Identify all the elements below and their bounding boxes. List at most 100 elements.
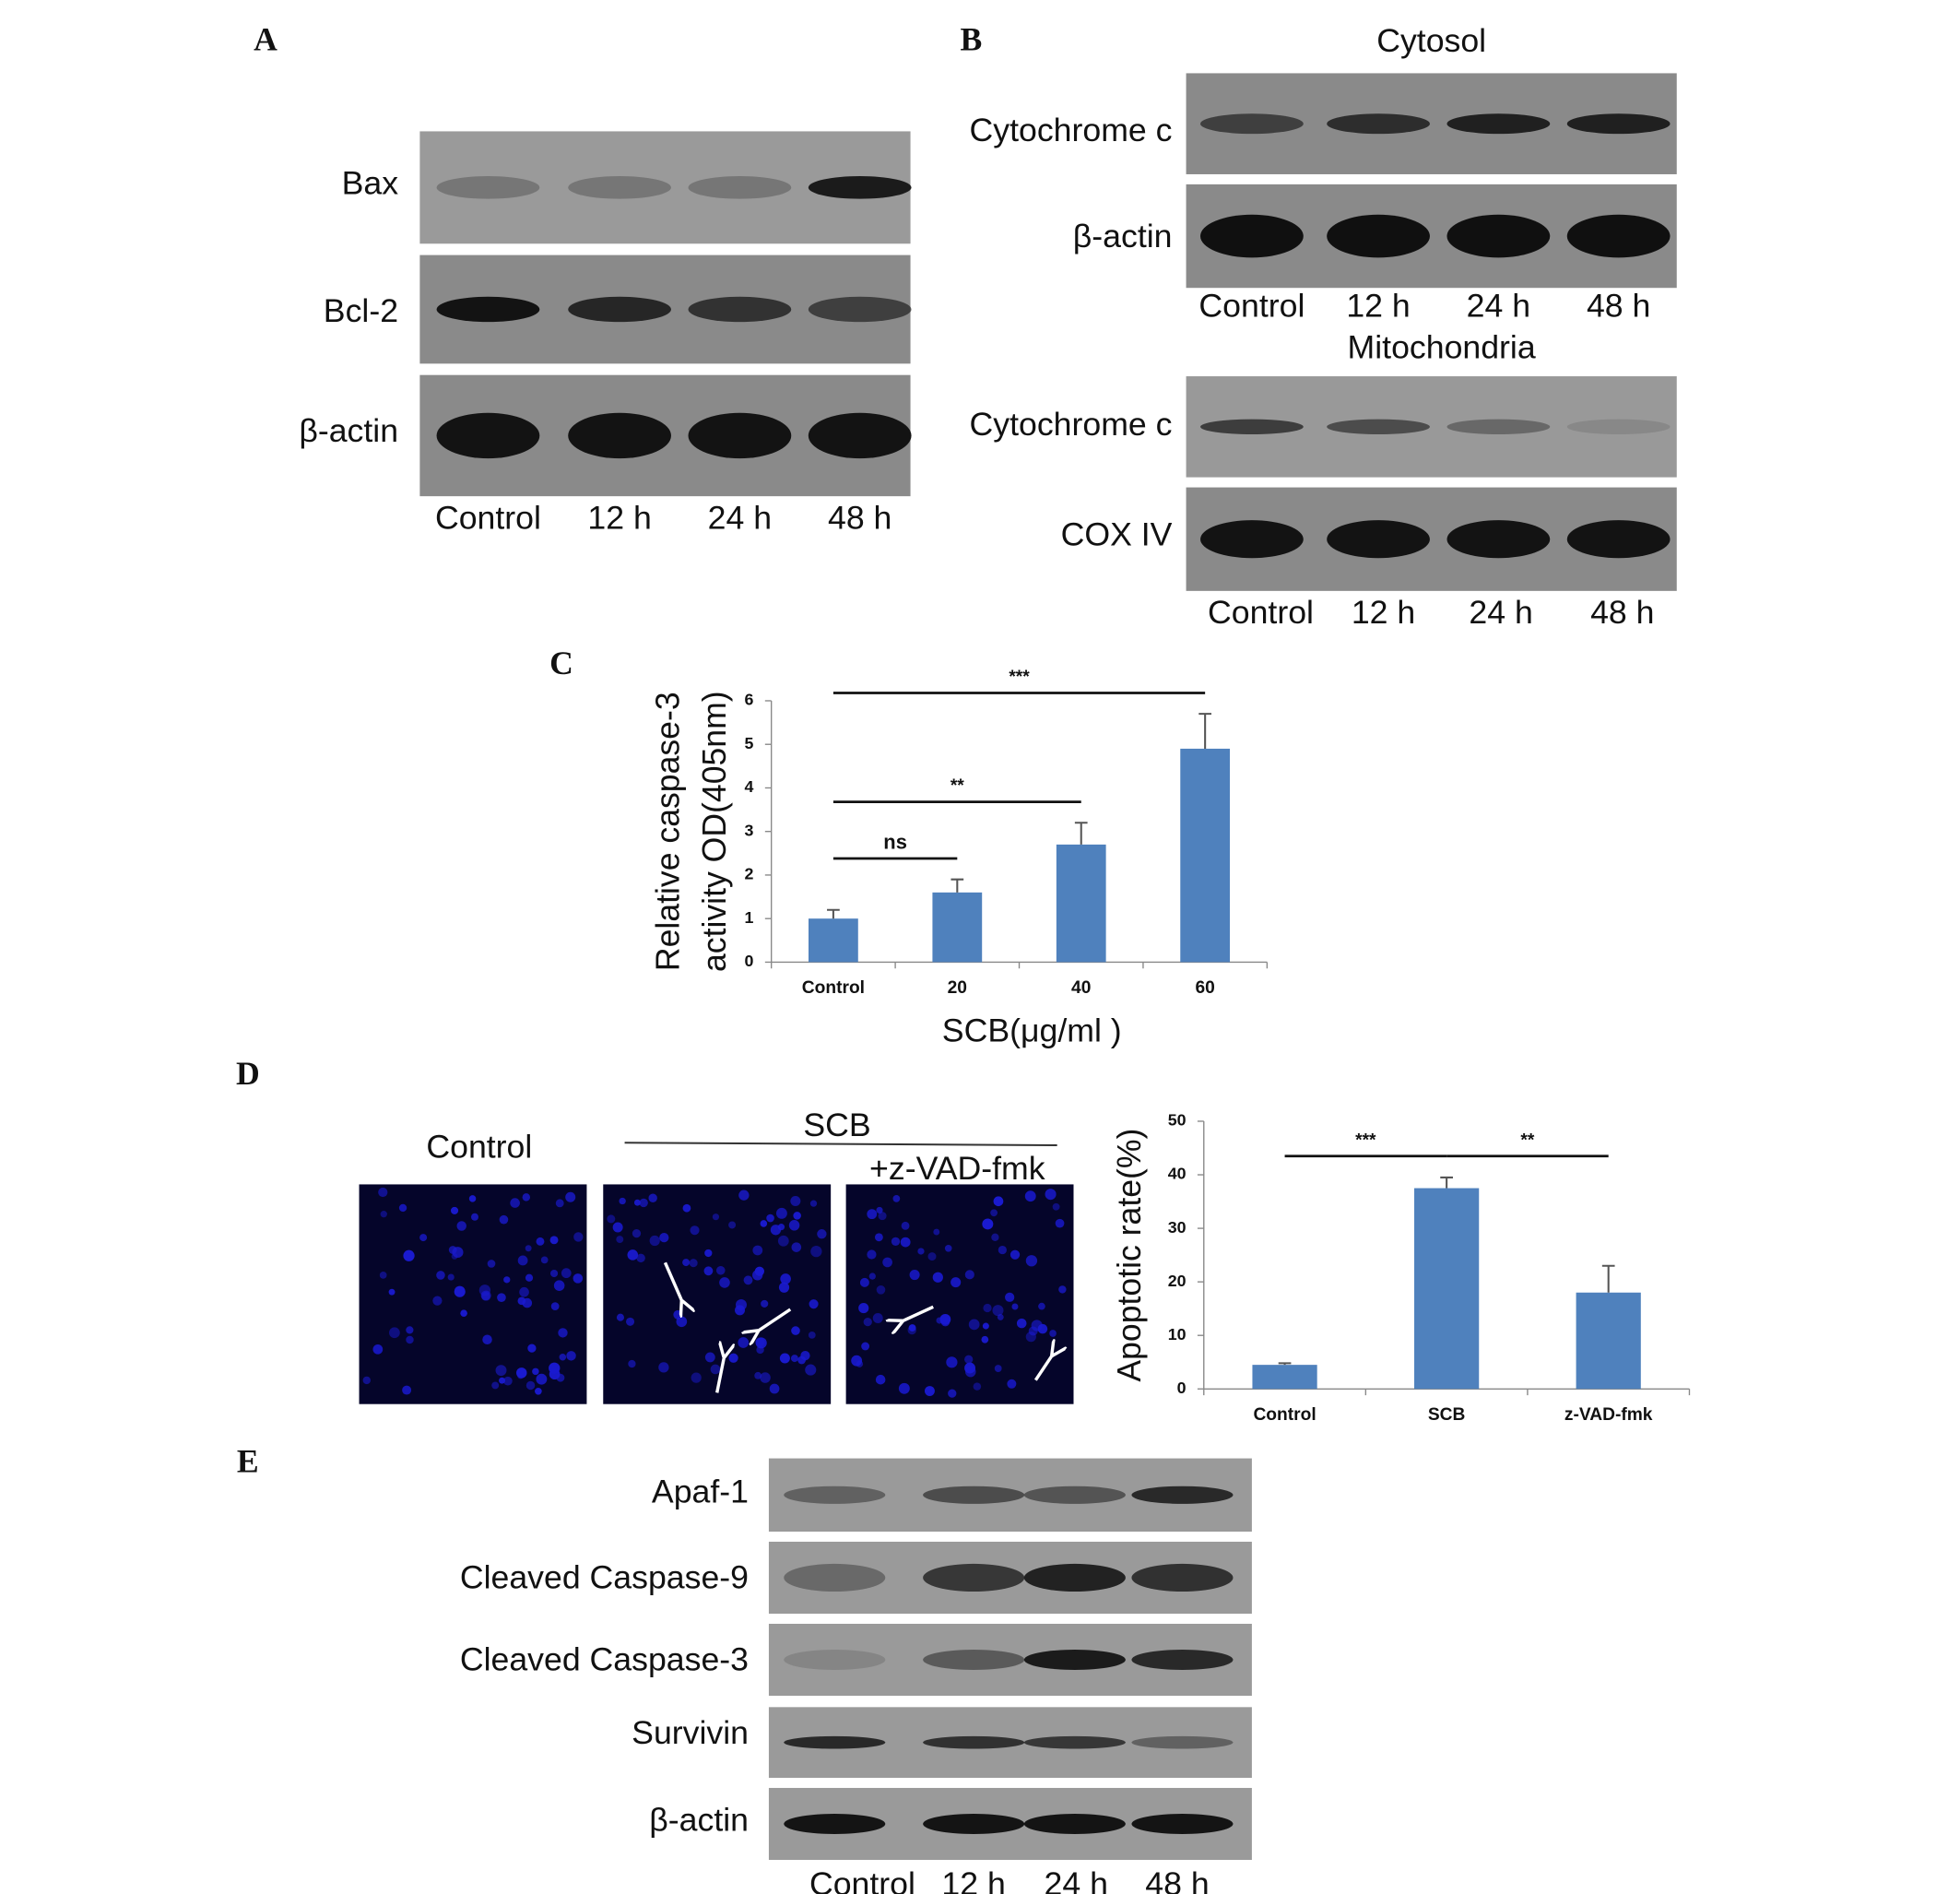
error-bar [827, 908, 840, 919]
nucleus [859, 1277, 869, 1287]
nucleus [898, 1382, 910, 1394]
nucleus [878, 1212, 887, 1221]
lane-label: 48 h [1145, 1865, 1209, 1894]
nucleus [1025, 1255, 1038, 1267]
arrow [901, 1305, 934, 1321]
nucleus [704, 1249, 713, 1258]
error-bar [1074, 822, 1088, 845]
band [1566, 113, 1671, 135]
nucleus [515, 1367, 527, 1379]
nucleus [1052, 1202, 1060, 1211]
nucleus [946, 1356, 958, 1368]
band [1327, 520, 1430, 559]
row-label: Apaf-1 [652, 1473, 749, 1509]
band [1131, 1814, 1234, 1834]
nucleus [760, 1220, 768, 1227]
nucleus [403, 1249, 415, 1261]
nucleus [752, 1245, 763, 1256]
nucleus [1055, 1218, 1065, 1228]
nucleus [810, 1245, 822, 1258]
nucleus [454, 1285, 466, 1297]
band [784, 1563, 886, 1592]
band [1023, 1650, 1126, 1670]
nucleus [525, 1380, 536, 1391]
row-label: Cleaved Caspase-3 [460, 1640, 749, 1677]
band [436, 176, 540, 199]
nucleus [632, 1229, 642, 1238]
arrow [663, 1261, 682, 1303]
nucleus [735, 1305, 746, 1316]
nucleus [998, 1245, 1007, 1255]
panel-letter: B [961, 21, 983, 58]
row-label: Survivin [632, 1714, 749, 1751]
nucleus [808, 1331, 816, 1339]
row-label: Cleaved Caspase-9 [460, 1558, 749, 1595]
nucleus [682, 1259, 691, 1267]
band [1327, 113, 1430, 135]
band [808, 176, 912, 199]
error-bar [1601, 1264, 1615, 1293]
nucleus [616, 1313, 624, 1321]
nucleus [1045, 1189, 1057, 1201]
band [1023, 1563, 1126, 1592]
nucleus [607, 1214, 616, 1224]
nucleus [468, 1195, 477, 1202]
nucleus [939, 1313, 951, 1325]
band [568, 412, 671, 459]
nucleus [536, 1237, 545, 1246]
band [923, 1650, 1025, 1670]
band [923, 1814, 1025, 1834]
nucleus [924, 1386, 935, 1396]
nucleus [558, 1328, 568, 1338]
nucleus [712, 1213, 720, 1221]
lane-label: 24 h [1467, 288, 1530, 325]
nucleus [908, 1324, 916, 1332]
y-tick-label: 30 [1168, 1218, 1187, 1237]
band [1200, 214, 1304, 258]
nucleus [525, 1273, 534, 1282]
nucleus [791, 1242, 802, 1252]
y-tick-label: 6 [745, 691, 754, 709]
band [436, 412, 540, 459]
lane-label: 48 h [1590, 594, 1654, 631]
significance-label: *** [1355, 1130, 1376, 1150]
bar [1414, 1188, 1480, 1390]
band [688, 412, 792, 459]
nucleus [936, 1317, 943, 1324]
y-tick-label: 4 [745, 777, 754, 796]
nucleus [876, 1206, 883, 1214]
nucleus [1049, 1330, 1057, 1337]
nucleus [495, 1365, 507, 1377]
nucleus [756, 1345, 764, 1355]
band [1200, 520, 1304, 559]
nucleus [1024, 1190, 1036, 1202]
nucleus [948, 1389, 957, 1398]
nucleus [927, 1252, 937, 1261]
nucleus [432, 1296, 443, 1306]
nucleus [964, 1355, 974, 1364]
nucleus [964, 1270, 974, 1280]
band [1023, 1735, 1126, 1749]
nucleus [535, 1387, 542, 1395]
nucleus [470, 1213, 478, 1221]
nucleus [628, 1359, 636, 1368]
nucleus [619, 1197, 626, 1205]
band [1566, 419, 1671, 435]
x-tick-label: 40 [1071, 978, 1091, 998]
nucleus [728, 1353, 738, 1363]
lane-label: 12 h [941, 1865, 1005, 1894]
band [1023, 1486, 1126, 1504]
nucleus [682, 1203, 691, 1213]
nucleus [689, 1259, 698, 1268]
nucleus [790, 1195, 801, 1207]
nucleus [549, 1236, 559, 1245]
significance-label: ns [883, 830, 907, 853]
band [784, 1486, 886, 1504]
nucleus [738, 1337, 750, 1348]
row-label: Cytochrome c [970, 112, 1173, 148]
nucleus [868, 1273, 876, 1280]
nucleus [1007, 1379, 1017, 1389]
y-tick-label: 40 [1168, 1165, 1187, 1183]
nucleus [378, 1187, 388, 1198]
nucleus [553, 1280, 565, 1292]
